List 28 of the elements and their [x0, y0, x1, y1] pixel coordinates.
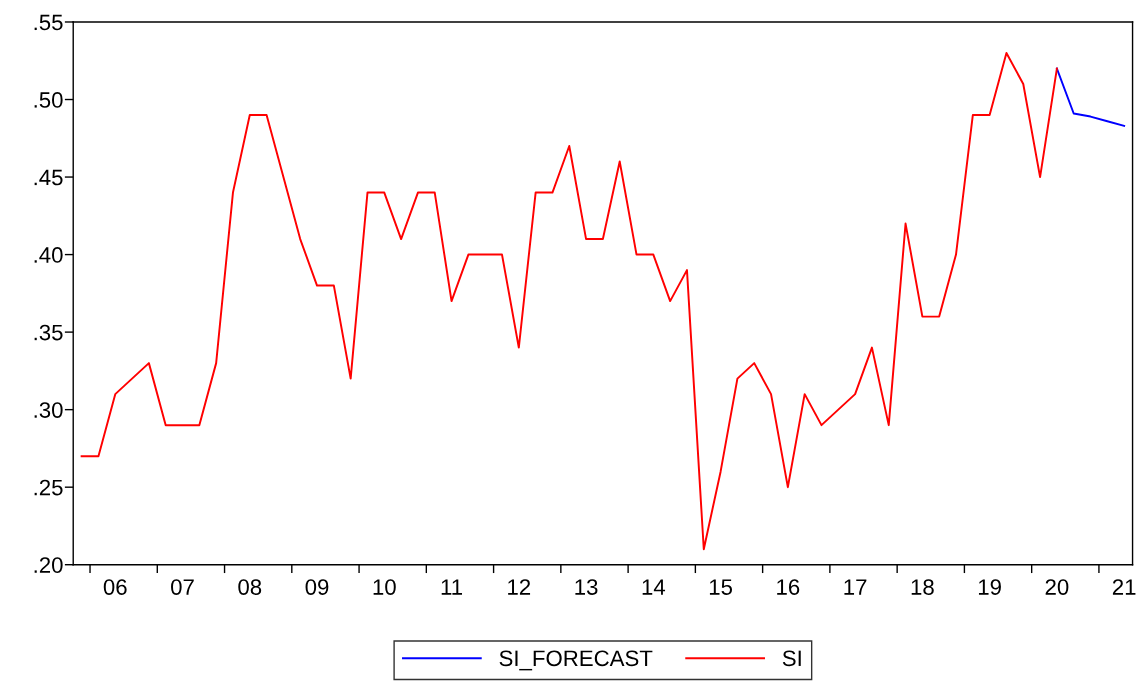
- x-tick-label: 18: [911, 579, 934, 595]
- x-tick-label: 17: [844, 579, 867, 595]
- x-tick-label: 19: [978, 579, 1001, 595]
- x-tick-label: 21: [1112, 579, 1136, 595]
- legend-label: SI: [782, 650, 801, 667]
- y-tick-label: .25: [34, 479, 63, 496]
- x-tick-label: 11: [441, 579, 463, 595]
- x-tick-label: 06: [103, 579, 127, 595]
- x-tick-label: 14: [642, 579, 666, 595]
- x-tick-label: 07: [171, 579, 194, 595]
- x-tick-label: 10: [373, 579, 396, 595]
- x-tick-label: 13: [575, 579, 598, 595]
- y-tick-label: .45: [34, 169, 63, 186]
- x-tick-label: 12: [508, 579, 531, 595]
- x-tick-label: 09: [305, 579, 329, 595]
- legend-label: SI_FORECAST: [499, 650, 653, 671]
- y-tick-label: .20: [34, 557, 63, 573]
- y-tick-label: .30: [34, 402, 63, 418]
- line-series: [1055, 67, 1126, 127]
- y-tick-label: .55: [34, 14, 63, 31]
- x-tick-label: 08: [238, 579, 262, 595]
- y-tick-label: .35: [34, 324, 63, 341]
- y-tick-label: .40: [34, 247, 63, 263]
- x-tick-label: 20: [1045, 579, 1069, 595]
- x-tick-label: 15: [709, 579, 733, 595]
- y-tick-label: .50: [34, 92, 63, 108]
- line-series: [80, 52, 1058, 551]
- x-tick-label: 16: [777, 579, 800, 595]
